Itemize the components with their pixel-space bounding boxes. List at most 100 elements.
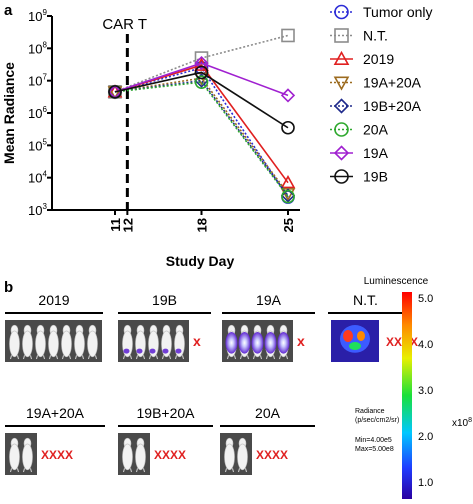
imaging-group: 19A+20A XXXX xyxy=(5,405,105,475)
car-t-annotation: CAR T xyxy=(102,16,147,33)
colorbar-multiplier: x108 xyxy=(452,417,472,429)
series-line xyxy=(114,77,289,195)
data-point xyxy=(194,51,209,65)
x-tick-label: 12 xyxy=(120,218,135,232)
legend-entry: 19A xyxy=(363,145,389,161)
radiance-max: Max=5.00e8 xyxy=(355,446,394,453)
x-tick-label: 18 xyxy=(195,218,210,232)
radiance-units: (p/sec/cm2/sr) xyxy=(355,417,399,424)
data-point xyxy=(107,86,123,100)
mouse xyxy=(251,324,264,360)
data-point xyxy=(281,120,295,135)
panel-b-label: b xyxy=(4,279,13,296)
legend-marker xyxy=(333,98,350,114)
legend-entry: N.T. xyxy=(363,28,388,44)
legend: Tumor only N.T. 2019 19A+20A 19B+20A 20A 19A 19… xyxy=(330,4,433,185)
colorbar-tick-label: 4.0 xyxy=(418,339,433,351)
imaging-group: 2019 xyxy=(5,292,103,362)
data-point xyxy=(194,55,209,71)
y-tick-label: 103 xyxy=(28,202,47,218)
x-tick-label: 11 xyxy=(108,218,123,232)
imaging-group-label: N.T. xyxy=(353,292,378,308)
y-tick-label: 108 xyxy=(28,40,47,56)
mouse xyxy=(22,324,33,360)
imaging-group-label: 2019 xyxy=(38,292,69,308)
legend-entry: 20A xyxy=(363,122,389,138)
data-point xyxy=(194,75,209,89)
signal-hotspot xyxy=(349,342,361,351)
series-group xyxy=(107,28,296,204)
mouse xyxy=(174,324,185,360)
series-line xyxy=(114,66,289,198)
colorbar-ticks: 5.0 4.0 3.0 2.0 1.0 xyxy=(418,293,433,489)
mouse xyxy=(22,437,33,473)
legend-entry: Tumor only xyxy=(363,4,433,20)
mouse xyxy=(35,324,46,360)
mouse xyxy=(277,324,290,360)
mouse xyxy=(148,324,159,360)
mouse xyxy=(237,437,248,473)
legend-entry: 19B+20A xyxy=(363,98,422,114)
mouse xyxy=(9,437,20,473)
legend-entry: 19B xyxy=(363,169,388,185)
legend-marker xyxy=(333,50,350,65)
imaging-group: 20A XXXX xyxy=(220,405,315,475)
series-line xyxy=(114,62,289,97)
y-tick-label: 105 xyxy=(28,137,47,153)
data-point xyxy=(280,175,296,189)
series-line xyxy=(114,81,289,198)
imaging-panel: 2019 19B x 19A x N.T. XXXX 19A+20A XXXX 19B+20A XX… xyxy=(5,292,418,475)
mouse xyxy=(48,324,59,360)
legend-marker xyxy=(334,122,349,137)
mouse xyxy=(135,324,146,360)
imaging-group-label: 19B xyxy=(152,292,177,308)
mouse xyxy=(225,324,238,360)
imaging-group-label: 19A xyxy=(256,292,282,308)
colorbar-title: Luminescence xyxy=(364,276,429,287)
data-point xyxy=(281,189,295,204)
mouse xyxy=(9,324,20,360)
luminescence-colorbar: Luminescence 5.0 4.0 3.0 2.0 1.0 x108 Radian… xyxy=(355,276,472,499)
data-point xyxy=(194,65,209,80)
mouse xyxy=(238,324,251,360)
colorbar-tick-label: 1.0 xyxy=(418,477,433,489)
mouse xyxy=(264,324,277,360)
data-point xyxy=(280,188,296,203)
legend-entry: 19A+20A xyxy=(363,75,422,91)
radiance-min: Min=4.00e5 xyxy=(355,437,392,444)
radiance-label: Radiance xyxy=(355,408,385,415)
legend-marker xyxy=(333,145,350,161)
cured-marker: XXXX xyxy=(154,448,186,462)
signal-hotspot xyxy=(343,329,353,342)
mouse xyxy=(224,437,235,473)
y-axis-ticks: 103 104 105 106 107 108 109 xyxy=(28,8,52,218)
colorbar-tick-label: 5.0 xyxy=(418,293,433,305)
mouse xyxy=(135,437,146,473)
y-axis-label: Mean Radiance xyxy=(1,62,17,164)
legend-marker xyxy=(333,76,350,91)
imaging-group-label: 20A xyxy=(255,405,281,421)
imaging-group: 19A x xyxy=(222,292,315,362)
signal-hotspot xyxy=(357,330,365,341)
mouse xyxy=(74,324,85,360)
x-tick-label: 25 xyxy=(281,218,296,232)
colorbar-tick-label: 3.0 xyxy=(418,385,433,397)
legend-marker xyxy=(334,169,349,184)
legend-marker xyxy=(334,4,349,20)
colorbar-tick-label: 2.0 xyxy=(418,431,433,443)
cured-marker: x xyxy=(297,333,305,349)
legend-entry: 2019 xyxy=(363,51,394,67)
series-line xyxy=(114,79,289,197)
data-point xyxy=(108,85,122,99)
mouse xyxy=(122,324,133,360)
mouse xyxy=(122,437,133,473)
mouse xyxy=(161,324,172,360)
mouse xyxy=(61,324,72,360)
data-point xyxy=(281,28,295,43)
colorbar-gradient xyxy=(402,292,412,499)
legend-marker xyxy=(334,28,349,43)
y-tick-label: 104 xyxy=(28,170,47,186)
